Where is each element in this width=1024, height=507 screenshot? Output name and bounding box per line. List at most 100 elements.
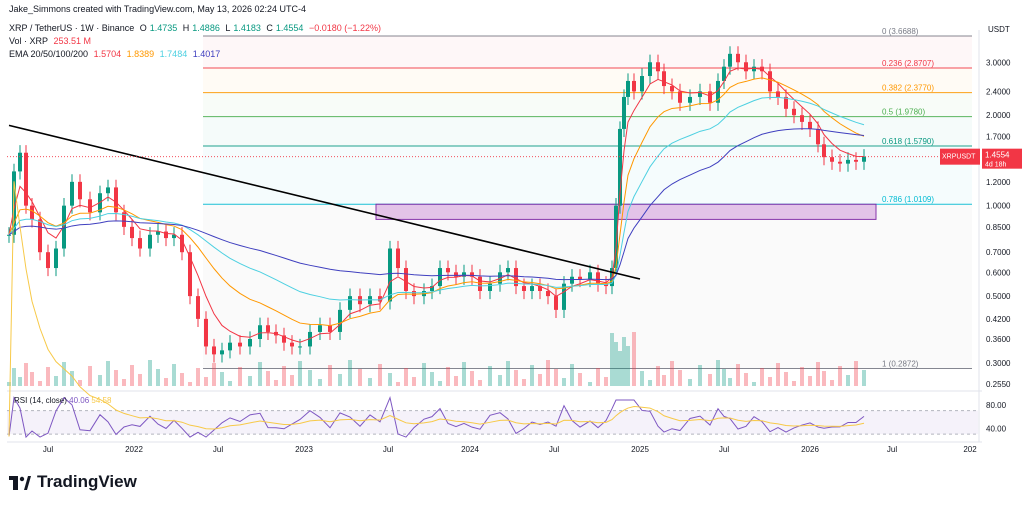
volume-bar [760, 368, 764, 386]
candle-body [266, 325, 270, 332]
candle [430, 278, 434, 300]
volume-bar [24, 363, 28, 386]
volume-bar [752, 382, 756, 386]
ema100-line [8, 96, 865, 301]
candle-body [656, 62, 660, 72]
candle-body [156, 231, 160, 235]
volume-bar [698, 365, 702, 386]
candle [348, 288, 352, 318]
candle-body [478, 276, 482, 291]
candle-body [172, 234, 176, 239]
candle-body [846, 159, 850, 164]
candles-group [7, 46, 866, 363]
volume-bar [130, 365, 134, 386]
candle-body [596, 272, 600, 284]
candle [258, 317, 262, 348]
volume-bar [498, 375, 502, 386]
time-axis-label: Jul [383, 445, 393, 454]
candle-body [488, 283, 492, 291]
candle-body [648, 62, 652, 77]
candle [338, 302, 342, 341]
fib-band [203, 92, 972, 117]
ema-row: EMA 20/50/100/200 1.5704 1.8389 1.7484 1… [9, 49, 223, 59]
candle [172, 227, 176, 247]
volume-bar [446, 367, 450, 386]
volume-bar [728, 378, 732, 386]
candle-body [114, 187, 118, 213]
volume-bar [722, 369, 726, 386]
volume-bar [148, 360, 152, 386]
symbol-label[interactable]: XRP / TetherUS · 1W · Binance [9, 23, 135, 33]
change-value: −0.0180 (−1.22%) [308, 23, 382, 33]
candle [204, 311, 208, 355]
fib-band [203, 68, 972, 93]
candle [768, 63, 772, 100]
ema50-line [8, 77, 865, 327]
candle-body [78, 181, 82, 200]
volume-bar [622, 337, 626, 386]
candle-body [188, 252, 192, 297]
candle-body [238, 342, 242, 347]
volume-bar [454, 376, 458, 386]
ema20-line [8, 67, 865, 343]
volume-bar [180, 373, 184, 386]
candle [188, 244, 192, 305]
candle-body [698, 91, 702, 97]
volume-bar [46, 367, 50, 386]
volume-bar [514, 370, 518, 386]
candle-body [736, 53, 740, 63]
volume-bar [688, 379, 692, 386]
candle [632, 73, 636, 100]
candle-body [204, 318, 208, 347]
volume-bar [18, 377, 22, 386]
candle [656, 54, 660, 80]
volume-bar [238, 367, 242, 386]
volume-group [7, 332, 866, 386]
candle [648, 54, 652, 85]
candle [308, 324, 312, 355]
candle-body [130, 226, 134, 239]
candle [530, 278, 534, 300]
brand-name: TradingView [37, 472, 137, 491]
candle-body [164, 231, 168, 239]
candle-body [88, 199, 92, 213]
price-tick-label: 1.7000 [986, 132, 1011, 141]
candle [318, 317, 322, 341]
candle-body [54, 248, 58, 269]
volume-bar [744, 373, 748, 386]
candle [846, 152, 850, 172]
candle [196, 288, 200, 327]
candle-body [106, 187, 110, 194]
candle [744, 54, 748, 80]
volume-bar [488, 366, 492, 386]
candle-body [62, 205, 66, 249]
volume-bar [662, 375, 666, 386]
volume-bar [38, 381, 42, 386]
time-axis-label: Jul [887, 445, 897, 454]
candle [546, 283, 550, 305]
time-axis-label: 2024 [461, 445, 479, 454]
candle-body [792, 108, 796, 116]
candle [180, 227, 184, 261]
ema-label[interactable]: EMA 20/50/100/200 [9, 49, 89, 59]
fib-level-label: 0.5 (1.9780) [882, 108, 925, 117]
rsi-label[interactable]: RSI (14, close) [14, 396, 67, 405]
candle-body [822, 144, 826, 158]
tradingview-logo[interactable]: TradingView [9, 472, 137, 492]
volume-bar [776, 363, 780, 386]
volume-bar [338, 374, 342, 386]
credit-line: Jake_Simmons created with TradingView.co… [9, 4, 309, 14]
volume-label[interactable]: Vol · XRP [9, 36, 49, 46]
candle-body [404, 268, 408, 291]
candle [282, 327, 286, 351]
volume-bar [618, 351, 622, 386]
volume-bar [648, 380, 652, 386]
volume-bar [736, 364, 740, 386]
candle [138, 230, 142, 257]
candle-body [784, 96, 788, 109]
candle-body [830, 157, 834, 162]
candle [800, 107, 804, 130]
candle-body [7, 234, 11, 236]
